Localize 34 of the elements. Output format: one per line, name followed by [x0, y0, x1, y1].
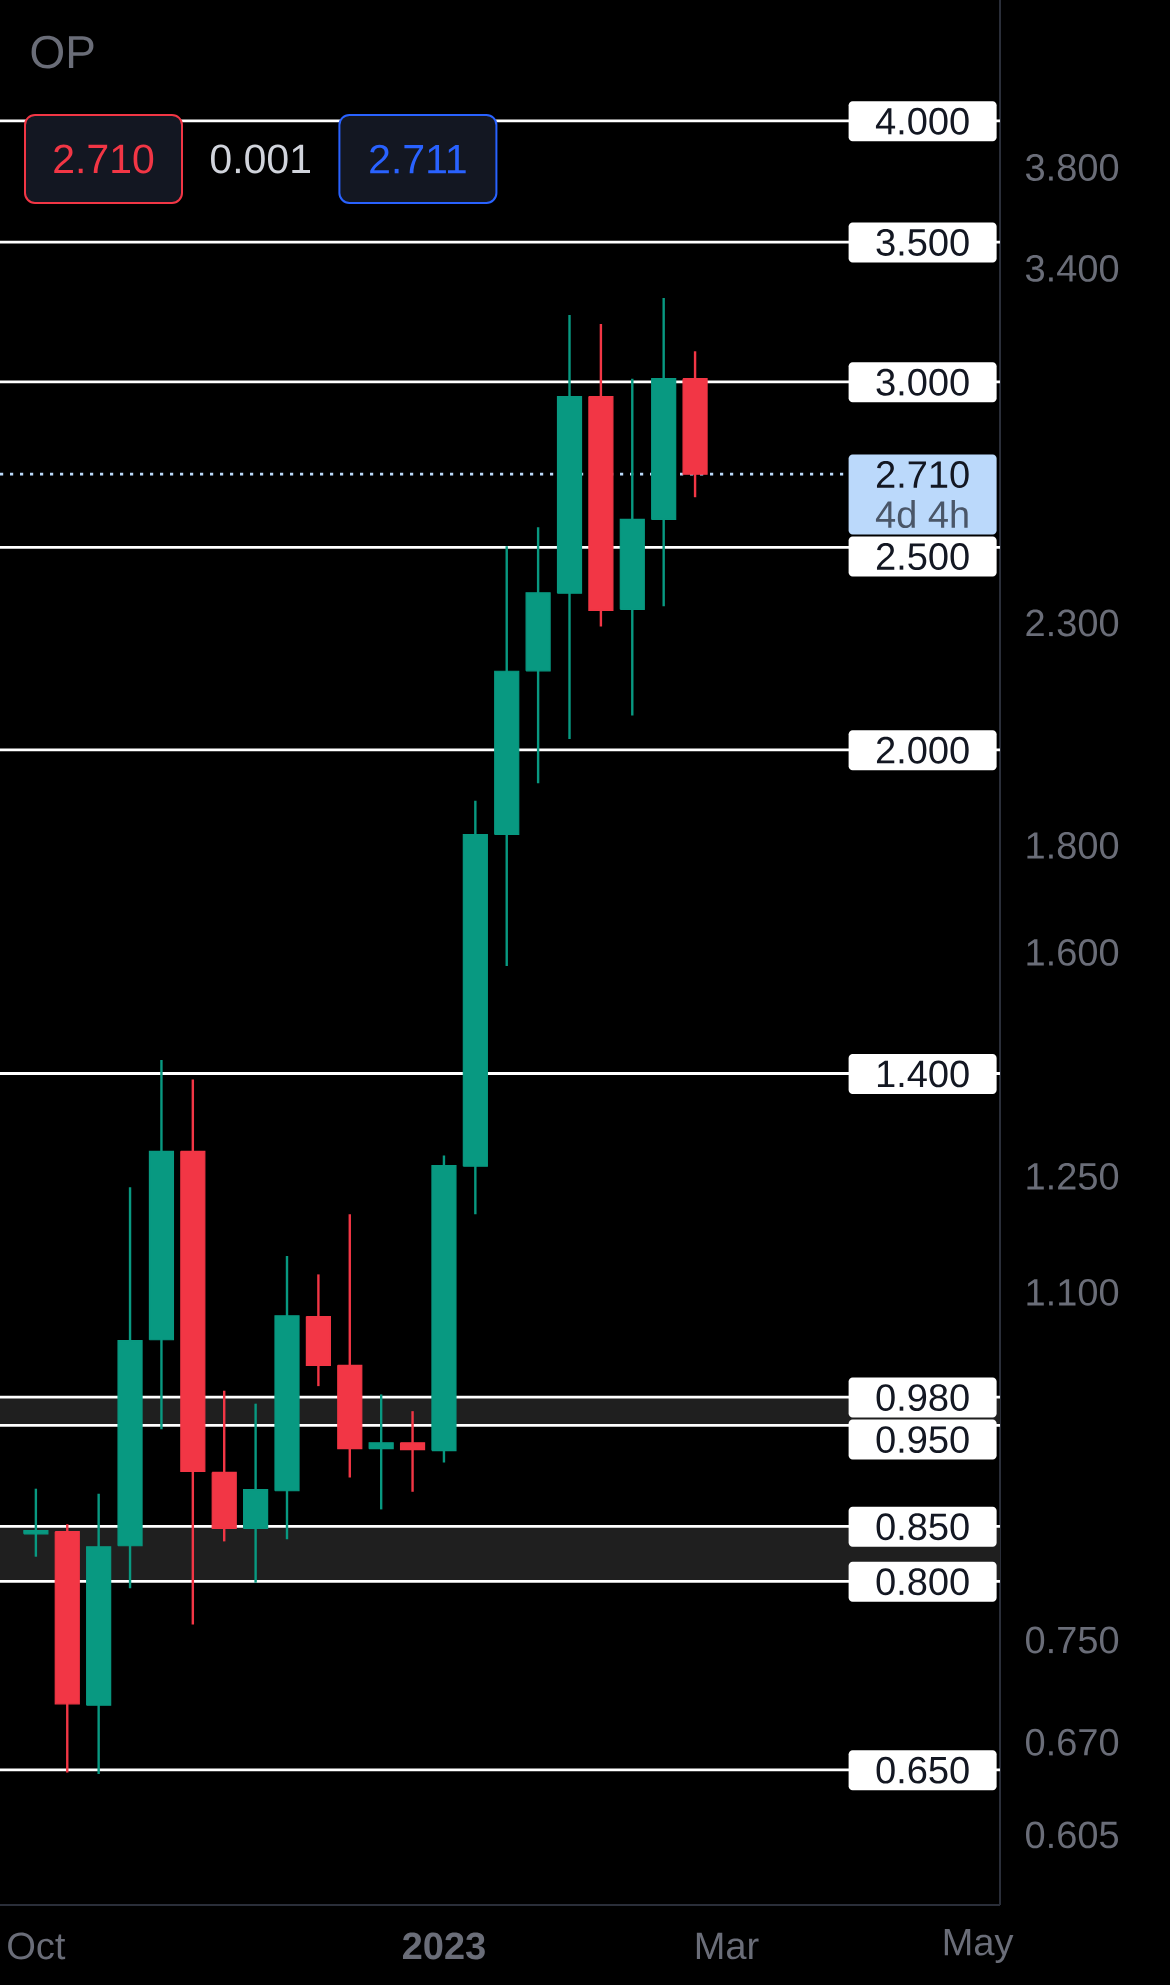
ref-line-label: 0.980: [876, 1384, 969, 1412]
y-tick-label: 0.670: [1026, 1728, 1119, 1756]
annotation: 4d 4h: [875, 500, 968, 529]
text: OP: [31, 35, 94, 69]
y-tick-label: 1.250: [1027, 1162, 1119, 1190]
y-tick-label: 3.800: [1025, 154, 1119, 181]
y-tick-label: 0.605: [1026, 1821, 1118, 1849]
ref-line-label: 0.850: [876, 1513, 969, 1541]
candlestick: [23, 1487, 49, 1558]
x-tick-label: May: [944, 1928, 1014, 1964]
annotation: 2.710: [54, 144, 154, 174]
x-tick-label: Mar: [696, 1932, 759, 1960]
y-tick-label: 2.300: [1026, 609, 1119, 637]
ref-line-label: 2.710: [876, 461, 969, 489]
x-tick-label: 2023: [402, 1932, 485, 1960]
ref-line-label: 0.950: [876, 1426, 969, 1454]
ref-line-label: 0.800: [876, 1568, 969, 1596]
y-tick-label: 0.750: [1026, 1626, 1119, 1654]
candlestick: [368, 1393, 394, 1511]
y-tick-label: 1.600: [1027, 938, 1119, 966]
y-tick-label: 1.100: [1027, 1278, 1119, 1306]
ref-line-label: 0.650: [876, 1756, 969, 1784]
y-tick-label: 3.400: [1025, 254, 1119, 282]
ref-line-label: 2.000: [876, 736, 969, 764]
annotation: 0.001: [211, 144, 310, 174]
candlestick: [399, 1409, 426, 1493]
ref-line-label: 3.000: [876, 368, 969, 396]
x-tick-label: Oct: [8, 1932, 66, 1960]
ref-line-label: 3.500: [876, 228, 969, 256]
ref-line-label: 4.000: [875, 107, 969, 135]
annotation: 2.711: [370, 144, 466, 174]
y-tick-label: 1.800: [1027, 832, 1119, 859]
ref-line-label: 2.500: [876, 543, 969, 571]
ref-line-label: 1.400: [877, 1060, 969, 1088]
